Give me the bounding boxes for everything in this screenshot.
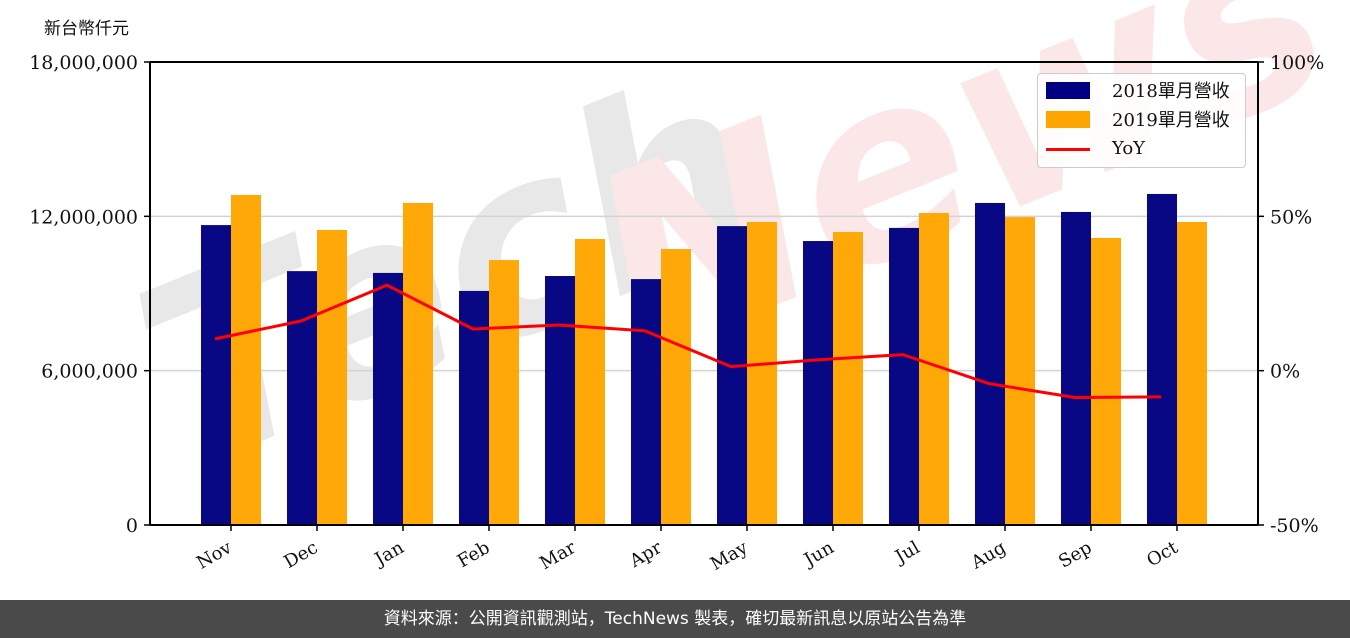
source-footer: 資料來源：公開資訊觀測站，TechNews 製表，確切最新訊息以原站公告為準 — [0, 600, 1350, 638]
bar-2018 — [373, 272, 403, 525]
svg-text:18,000,000: 18,000,000 — [29, 52, 138, 74]
svg-text:Feb: Feb — [454, 537, 494, 572]
svg-text:Oct: Oct — [1143, 537, 1182, 572]
legend-label-yoy: YoY — [1112, 137, 1146, 159]
svg-text:Mar: Mar — [536, 537, 580, 574]
bar-2019 — [1091, 237, 1121, 525]
bar-2018 — [631, 279, 661, 525]
svg-text:May: May — [707, 537, 752, 575]
bar-2018 — [459, 290, 489, 525]
bar-2019 — [403, 202, 433, 526]
bar-2019 — [1005, 217, 1035, 526]
axes — [149, 61, 1259, 526]
bar-2019 — [231, 194, 261, 525]
yoy-line-series — [214, 283, 1162, 400]
svg-text:Sep: Sep — [1055, 537, 1095, 572]
svg-text:Aug: Aug — [967, 537, 1010, 574]
bar-2019 — [1177, 221, 1207, 525]
bar-2019 — [747, 221, 777, 525]
svg-text:100%: 100% — [1270, 52, 1324, 74]
x-axis-ticks: Nov Dec Jan Feb Mar Apr May Jun Jul Aug Sep Oct — [193, 525, 1182, 575]
legend-line-red — [1046, 147, 1090, 151]
bar-line-chart: TechNews 06,000,00012,000,00018,000,000 … — [29, 0, 1350, 575]
left-axis-ticks: 0 6,000,000 12,000,000 18,000,000 — [29, 52, 150, 537]
right-axis-ticks: -50% 0% 50% 100% — [1258, 52, 1324, 537]
legend-item-2018: 2018單月營收 — [1046, 78, 1230, 102]
chart-legend: 2018單月營收 2019單月營收 YoY — [1037, 73, 1246, 168]
bar-2018 — [287, 271, 317, 525]
bar-2019 — [833, 232, 863, 525]
bar-2018 — [717, 226, 747, 525]
bar-2018 — [889, 227, 919, 526]
svg-text:6,000,000: 6,000,000 — [41, 361, 138, 383]
svg-text:Jul: Jul — [890, 537, 924, 569]
svg-text:Jan: Jan — [370, 537, 408, 571]
bar-2018 — [975, 202, 1005, 526]
bar-2018 — [201, 225, 231, 525]
svg-text:0%: 0% — [1270, 361, 1300, 383]
bar-2019 — [575, 238, 605, 526]
svg-text:Dec: Dec — [281, 537, 322, 573]
svg-text:Nov: Nov — [193, 537, 236, 574]
svg-text:-50%: -50% — [1270, 515, 1319, 537]
svg-text:12,000,000: 12,000,000 — [29, 206, 138, 228]
source-text: 資料來源：公開資訊觀測站，TechNews 製表，確切最新訊息以原站公告為準 — [383, 609, 967, 629]
svg-text:50%: 50% — [1270, 206, 1312, 228]
bar-2019 — [661, 249, 691, 525]
legend-label-2019: 2019單月營收 — [1112, 110, 1230, 131]
bar-2018 — [545, 276, 575, 525]
legend-item-2019: 2019單月營收 — [1046, 107, 1230, 131]
legend-item-yoy: YoY — [1046, 136, 1145, 160]
y-axis-unit-label: 新台幣仟元 — [44, 19, 129, 39]
legend-swatch-orange — [1046, 110, 1090, 128]
bar-2018 — [1147, 193, 1177, 525]
legend-swatch-navy — [1046, 81, 1090, 99]
bar-2018 — [803, 241, 833, 525]
bar-2019 — [317, 229, 347, 525]
legend-label-2018: 2018單月營收 — [1112, 81, 1230, 102]
bar-2018 — [1061, 211, 1091, 525]
bar-2019 — [489, 260, 519, 525]
svg-text:Jun: Jun — [799, 537, 838, 572]
svg-text:Apr: Apr — [625, 537, 665, 572]
bar-series — [201, 193, 1207, 526]
svg-text:0: 0 — [126, 515, 138, 537]
